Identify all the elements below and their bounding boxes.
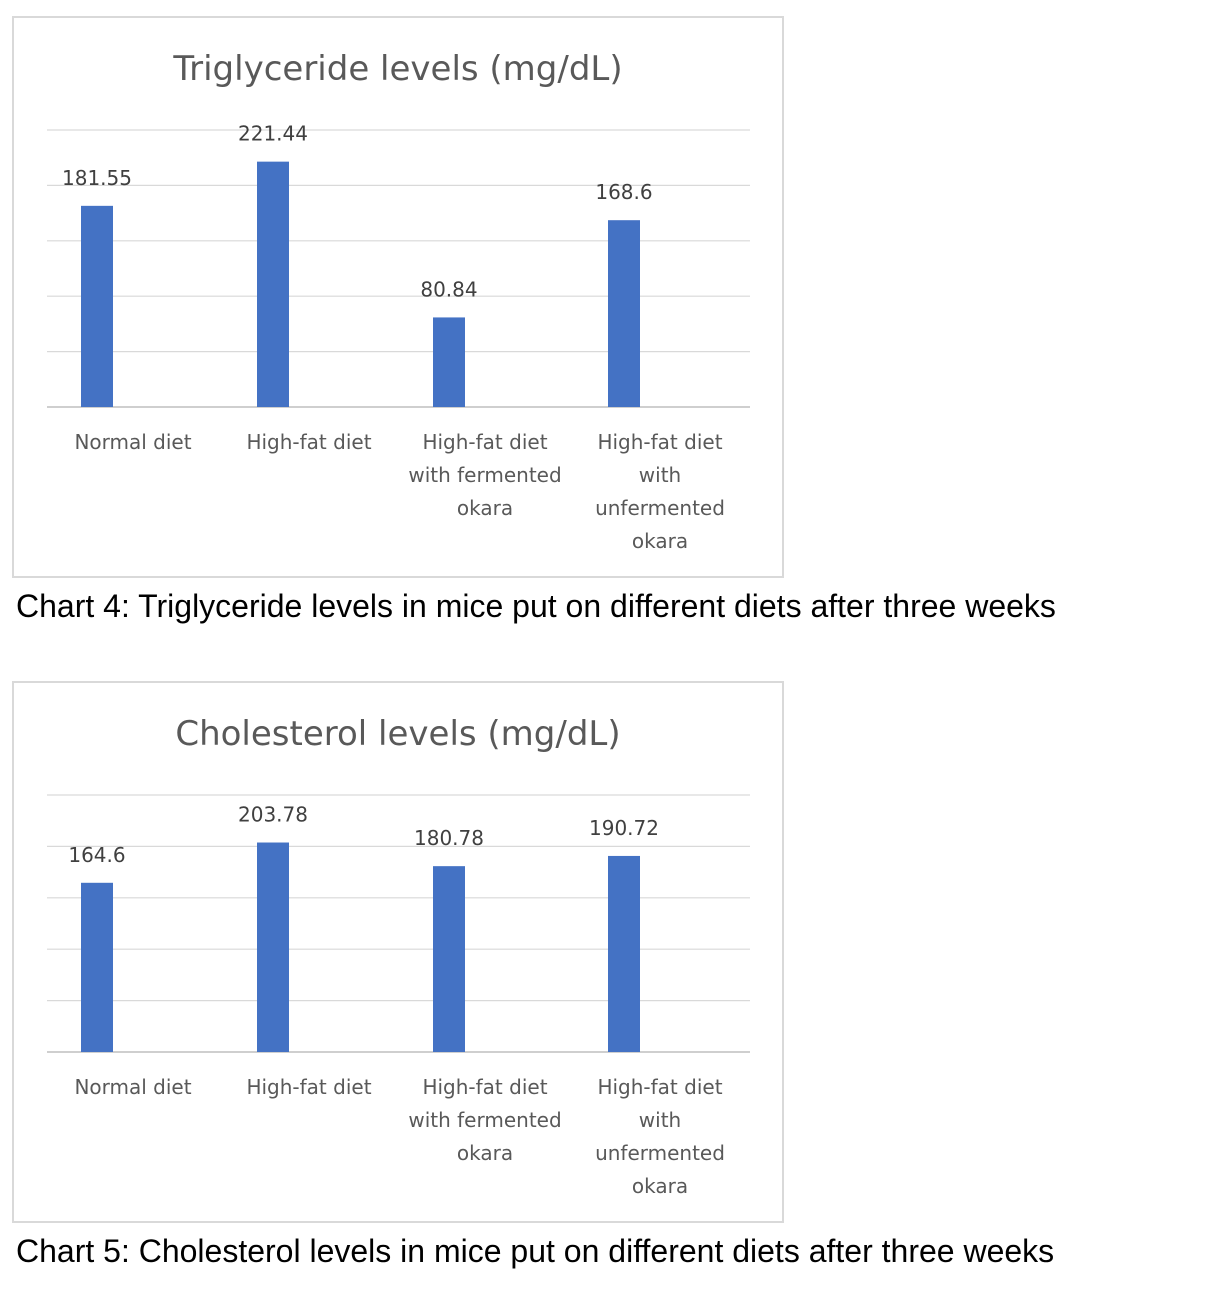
category-label: okara [632, 1174, 688, 1198]
category-label: with fermented [408, 463, 561, 487]
data-label: 180.78 [414, 826, 484, 850]
cholesterol-chart-svg: Cholesterol levels (mg/dL) 164.6 Normal di… [47, 714, 750, 1198]
category-label: High-fat diet [597, 1075, 722, 1099]
bar [257, 842, 289, 1052]
category-label: with [639, 463, 681, 487]
bar [257, 161, 289, 407]
data-label: 80.84 [420, 277, 477, 301]
chart-4-caption: Chart 4: Triglyceride levels in mice put… [16, 588, 1056, 624]
category-label: High-fat diet [422, 430, 547, 454]
chart-title: Cholesterol levels (mg/dL) [175, 714, 620, 754]
category-label: unfermented [595, 1141, 725, 1165]
chart-title: Triglyceride levels (mg/dL) [172, 49, 622, 89]
data-label: 181.55 [62, 166, 132, 190]
data-label: 203.78 [238, 803, 308, 827]
category-label: with [639, 1108, 681, 1132]
bar [81, 882, 113, 1052]
category-label: High-fat diet [246, 430, 371, 454]
category-label: High-fat diet [422, 1075, 547, 1099]
bar [81, 205, 113, 407]
data-label: 190.72 [589, 816, 659, 840]
category-label: okara [457, 1141, 513, 1165]
chart-5-caption: Chart 5: Cholesterol levels in mice put … [16, 1233, 1055, 1269]
category-label: okara [457, 496, 513, 520]
category-label: with fermented [408, 1108, 561, 1132]
category-label: Normal diet [74, 430, 191, 454]
data-label: 164.6 [68, 843, 125, 867]
triglyceride-chart-svg: Triglyceride levels (mg/dL) 181.55 Normal … [47, 49, 750, 553]
bar [433, 317, 465, 407]
category-label: okara [632, 529, 688, 553]
data-label: 168.6 [595, 180, 652, 204]
bar [433, 866, 465, 1052]
bar [608, 855, 640, 1052]
category-label: High-fat diet [597, 430, 722, 454]
category-label: High-fat diet [246, 1075, 371, 1099]
category-label: unfermented [595, 496, 725, 520]
cholesterol-chart: Cholesterol levels (mg/dL) 164.6 Normal di… [12, 681, 784, 1223]
category-label: Normal diet [74, 1075, 191, 1099]
triglyceride-chart: Triglyceride levels (mg/dL) 181.55 Normal … [12, 16, 784, 578]
bar [608, 220, 640, 407]
data-label: 221.44 [238, 122, 308, 146]
